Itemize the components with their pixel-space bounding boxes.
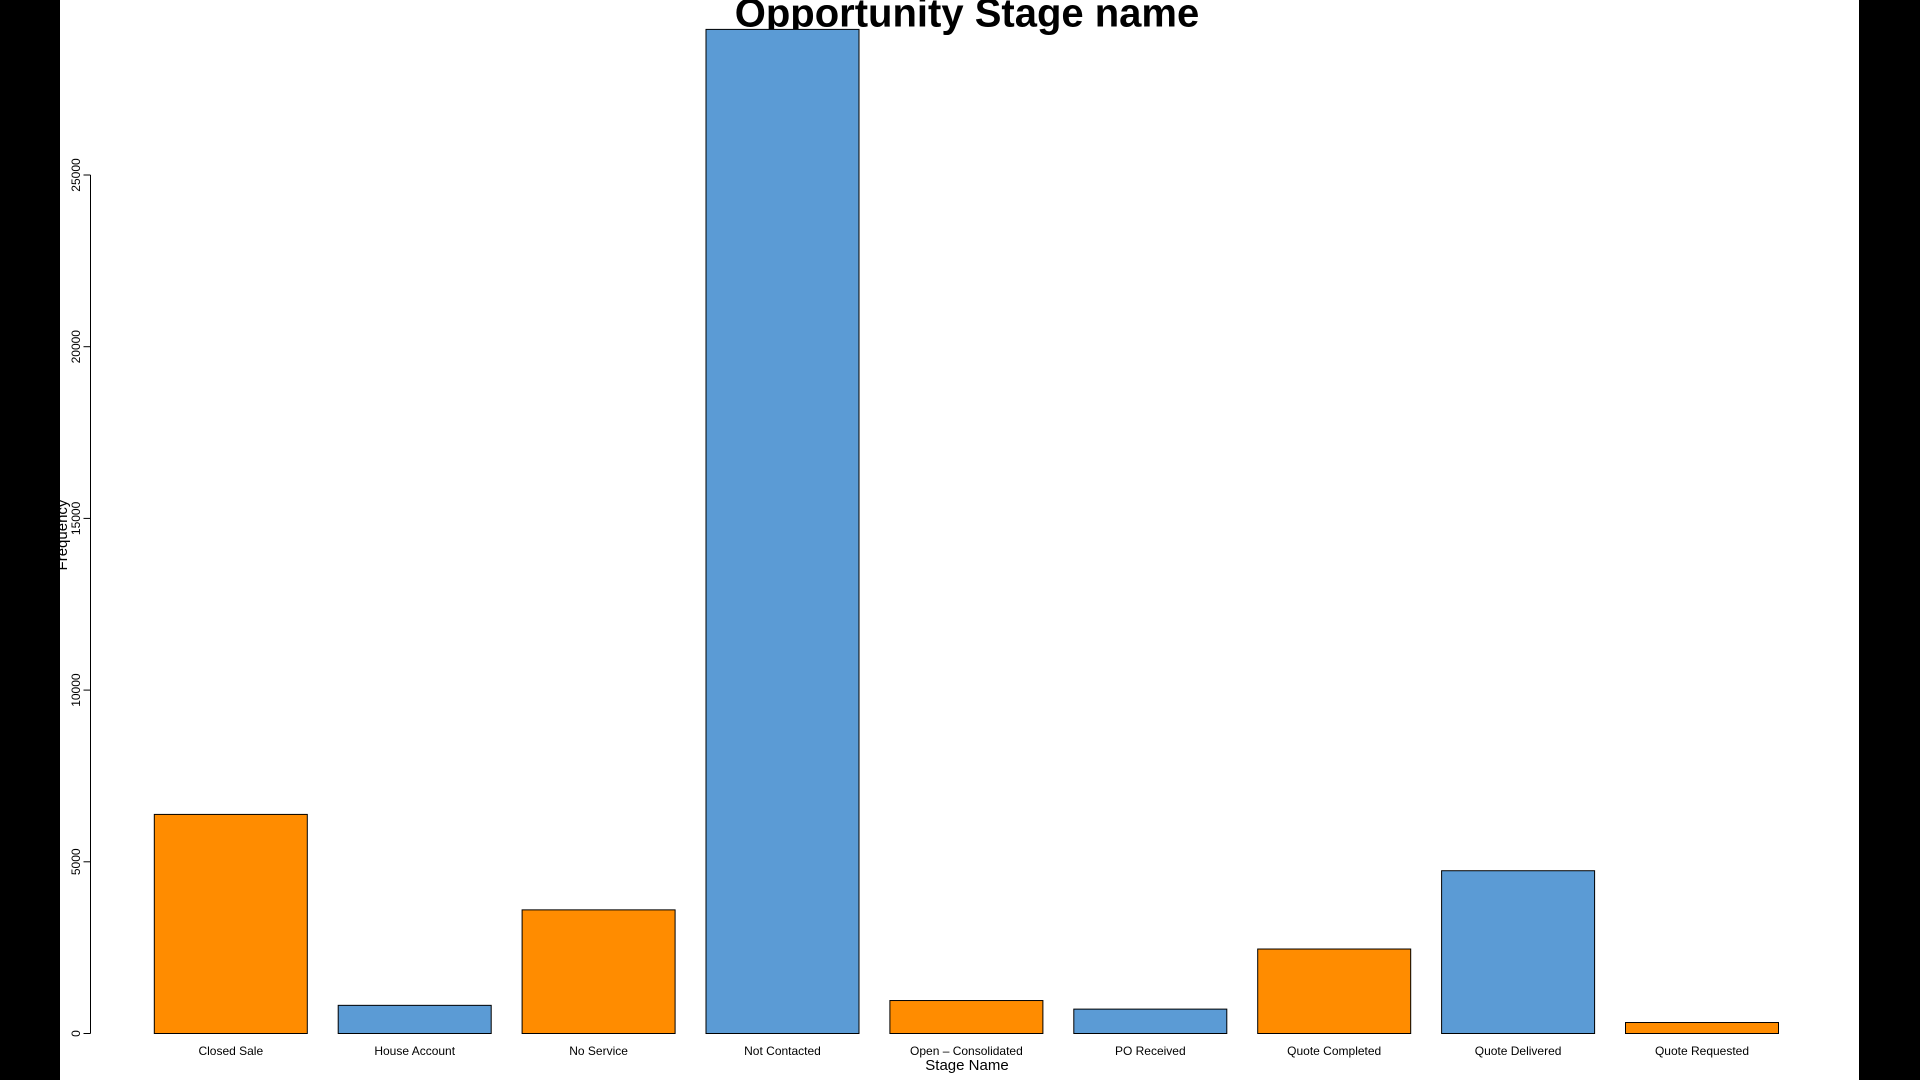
y-tick-label: 0 <box>69 1030 83 1037</box>
x-tick-label: PO Received <box>1115 1044 1186 1058</box>
bar <box>1257 948 1412 1035</box>
y-tick-label: 15000 <box>69 501 83 535</box>
x-tick-label: Closed Sale <box>198 1044 263 1058</box>
bar <box>521 909 676 1034</box>
bar <box>1073 1008 1228 1034</box>
bar <box>889 1000 1044 1035</box>
x-tick-label: Open – Consolidated <box>910 1044 1023 1058</box>
y-tick-label: 10000 <box>69 673 83 707</box>
bar <box>705 28 860 1035</box>
x-axis-label: Stage Name <box>925 1057 1008 1074</box>
bar <box>1441 870 1596 1034</box>
y-tick-label: 25000 <box>69 158 83 192</box>
x-tick-label: Not Contacted <box>744 1044 821 1058</box>
x-tick-label: Quote Completed <box>1287 1044 1381 1058</box>
y-axis-label: Frequency <box>54 499 71 570</box>
bar <box>153 813 308 1035</box>
x-tick-label: Quote Delivered <box>1475 1044 1562 1058</box>
y-tick-label: 5000 <box>69 848 83 875</box>
x-tick-label: No Service <box>569 1044 628 1058</box>
x-tick-label: Quote Requested <box>1655 1044 1749 1058</box>
bar <box>1625 1022 1779 1035</box>
y-tick-label: 20000 <box>69 330 83 364</box>
bar <box>337 1004 492 1034</box>
x-tick-label: House Account <box>374 1044 455 1058</box>
